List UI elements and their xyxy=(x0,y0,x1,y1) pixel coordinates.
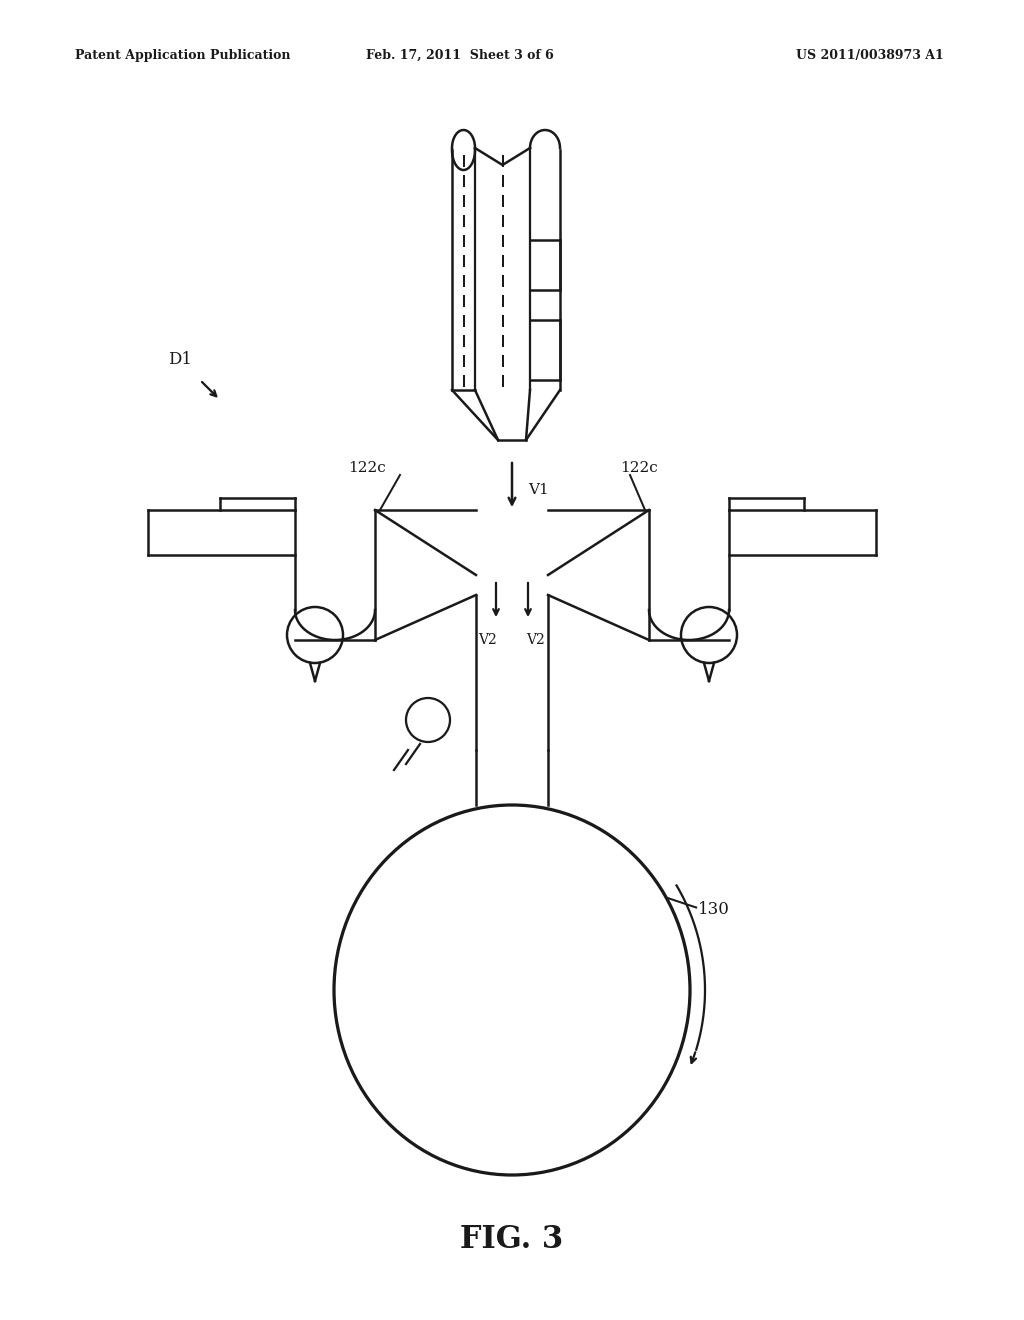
Text: Feb. 17, 2011  Sheet 3 of 6: Feb. 17, 2011 Sheet 3 of 6 xyxy=(367,49,554,62)
Text: Patent Application Publication: Patent Application Publication xyxy=(75,49,291,62)
Text: FIG. 3: FIG. 3 xyxy=(461,1225,563,1255)
Text: 122c: 122c xyxy=(348,461,386,475)
Text: D1: D1 xyxy=(168,351,193,368)
Text: 122c: 122c xyxy=(620,461,657,475)
Text: V2: V2 xyxy=(526,634,546,647)
Text: V1: V1 xyxy=(528,483,549,498)
Text: US 2011/0038973 A1: US 2011/0038973 A1 xyxy=(796,49,944,62)
Text: 130: 130 xyxy=(698,902,730,917)
Text: V2: V2 xyxy=(478,634,498,647)
